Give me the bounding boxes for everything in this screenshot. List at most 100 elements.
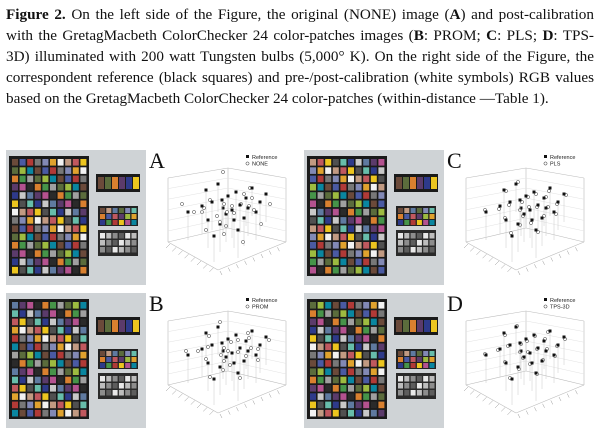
chart-patch xyxy=(65,351,72,359)
comparison-point xyxy=(215,214,219,218)
chart-patch xyxy=(332,310,339,317)
chart-patch xyxy=(42,310,49,317)
caption-ref-d: D xyxy=(542,27,554,44)
chart-patch xyxy=(340,250,347,257)
chart-patch xyxy=(332,351,339,359)
axis-tick xyxy=(558,396,562,402)
chart-patch xyxy=(340,310,347,317)
strip-patch xyxy=(431,320,437,332)
chart-patch xyxy=(310,376,316,384)
chart-patch xyxy=(57,242,64,249)
chart-patch xyxy=(325,368,332,375)
comparison-point xyxy=(236,338,240,342)
chart-patch xyxy=(325,326,332,334)
chart-patch xyxy=(19,360,26,367)
chart-patch xyxy=(27,335,34,342)
axis-tick xyxy=(190,400,195,405)
chart-patch xyxy=(19,376,26,384)
legend-ref-label: Reference xyxy=(550,298,575,304)
chart-patch xyxy=(19,208,26,216)
chart-patch xyxy=(378,200,385,208)
passport-gray-patch xyxy=(429,390,435,396)
grid-line xyxy=(227,207,287,221)
chart-patch xyxy=(72,175,79,183)
comparison-point xyxy=(192,210,196,214)
chart-patch xyxy=(42,360,49,367)
chart-patch xyxy=(325,233,332,241)
axis-tick xyxy=(209,410,214,415)
chart-patch xyxy=(378,385,385,392)
chart-patch xyxy=(42,368,49,375)
chart-patch xyxy=(65,385,72,392)
digital-sg-chart xyxy=(9,299,89,419)
chart-patch xyxy=(27,208,34,216)
axis-tick xyxy=(470,247,475,252)
axis-tick xyxy=(494,403,500,409)
chart-patch xyxy=(325,393,332,400)
chart-patch xyxy=(19,409,26,417)
chart-patch xyxy=(355,318,362,326)
chart-patch xyxy=(34,225,41,232)
chart-patch xyxy=(50,393,56,400)
chart-patch xyxy=(12,208,18,216)
axis-tick xyxy=(534,407,537,412)
chart-patch xyxy=(72,159,79,166)
chart-patch xyxy=(57,360,64,367)
strip-patch xyxy=(403,177,409,189)
comparison-point xyxy=(222,346,226,350)
chart-patch xyxy=(310,258,316,266)
passport-patch xyxy=(131,357,137,362)
chart-patch xyxy=(378,192,385,199)
strip-patch xyxy=(396,320,402,332)
caption-text-9: —Table 1). xyxy=(479,90,549,107)
passport-patch xyxy=(100,220,105,225)
chart-patch xyxy=(12,368,18,375)
chart-patch xyxy=(57,250,64,257)
comparison-point xyxy=(267,338,271,342)
axis-tick xyxy=(260,396,264,402)
chart-patch xyxy=(65,376,72,384)
grid-line xyxy=(227,320,287,332)
comparison-point xyxy=(247,336,251,340)
chart-patch xyxy=(370,225,377,232)
chart-patch xyxy=(355,250,362,257)
chart-patch xyxy=(310,310,316,317)
comparison-point xyxy=(242,192,246,196)
chart-patch xyxy=(325,376,332,384)
comparison-point xyxy=(204,228,208,232)
chart-patch xyxy=(348,376,354,384)
chart-patch xyxy=(27,385,34,392)
chart-patch xyxy=(57,258,64,266)
plot-frame xyxy=(167,310,287,414)
chart-patch xyxy=(340,351,347,359)
reference-point xyxy=(544,206,548,210)
chart-patch xyxy=(332,200,339,208)
passport-gray-patch xyxy=(118,247,124,253)
chart-patch xyxy=(80,217,87,224)
chart-patch xyxy=(57,318,64,326)
reference-point xyxy=(552,353,556,357)
chart-patch xyxy=(50,326,56,334)
strip-patch xyxy=(112,177,118,189)
chart-patch xyxy=(19,302,26,309)
chart-patch xyxy=(348,167,354,174)
passport-patch xyxy=(131,363,137,368)
passport-gray-patch xyxy=(398,376,403,382)
reference-point xyxy=(246,206,250,210)
reference-point xyxy=(221,349,225,353)
chart-patch xyxy=(50,368,56,375)
chart-patch xyxy=(310,167,316,174)
chart-patch xyxy=(27,368,34,375)
chart-patch xyxy=(65,343,72,351)
chart-patch xyxy=(348,225,354,232)
reference-point xyxy=(508,343,512,347)
chart-patch xyxy=(34,258,41,266)
axis-tick xyxy=(184,254,189,259)
chart-patch xyxy=(363,409,370,417)
comparison-point xyxy=(268,202,272,206)
chart-patch xyxy=(325,200,332,208)
chart-patch xyxy=(57,167,64,174)
passport-patch xyxy=(423,214,429,219)
chart-patch xyxy=(378,302,385,309)
strip-patch xyxy=(105,177,111,189)
